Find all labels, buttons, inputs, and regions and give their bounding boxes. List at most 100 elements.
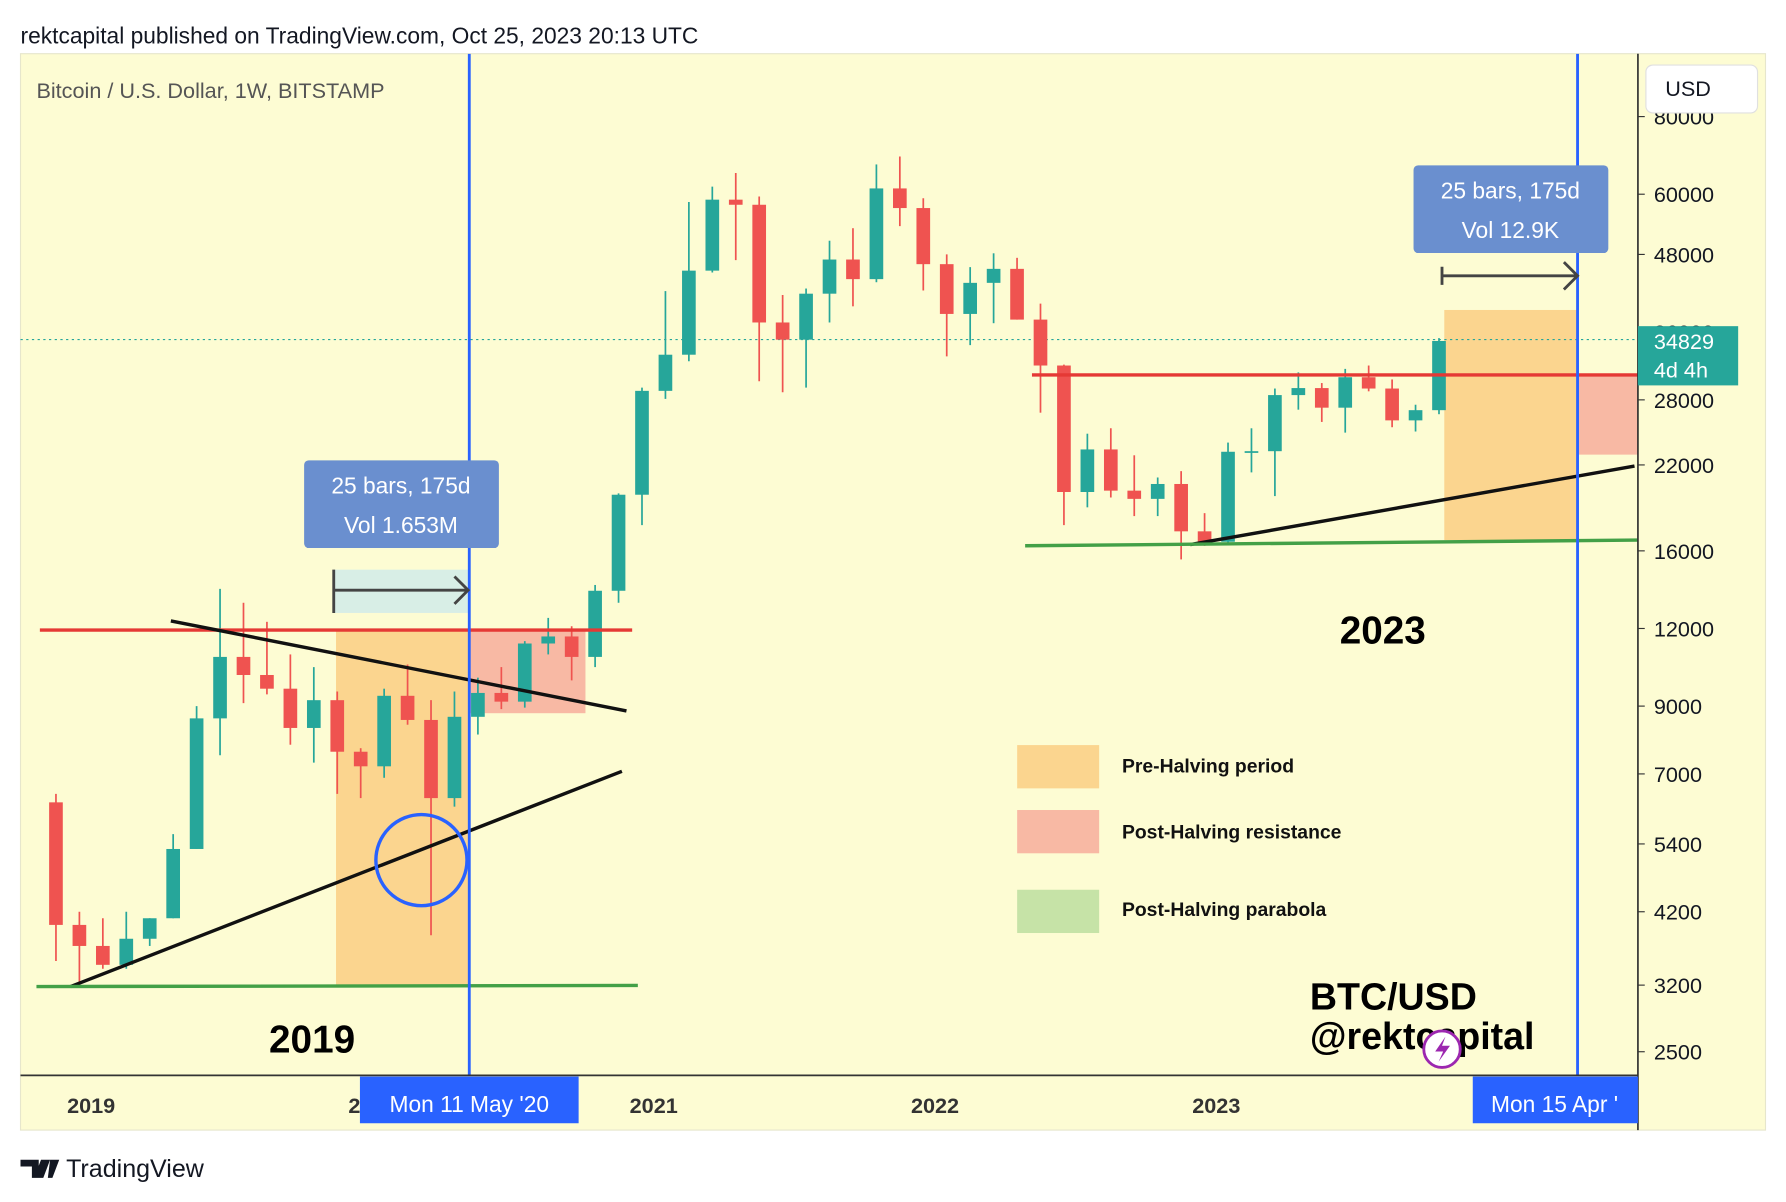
cycle-label: 2023 bbox=[1340, 610, 1426, 653]
candle-body bbox=[330, 700, 345, 752]
y-tick-label: 28000 bbox=[1654, 388, 1714, 413]
measure-arrow bbox=[1440, 261, 1580, 291]
price-tag-countdown: 4d 4h bbox=[1654, 357, 1708, 382]
support-line bbox=[36, 983, 638, 989]
candle-body bbox=[916, 208, 931, 265]
legend-label: Pre-Halving period bbox=[1122, 755, 1294, 777]
y-tick-label: 2500 bbox=[1654, 1040, 1702, 1065]
trend-line bbox=[69, 769, 623, 989]
chart-title: Bitcoin / U.S. Dollar, 1W, BITSTAMP bbox=[36, 78, 384, 103]
candle-body bbox=[96, 945, 110, 965]
candle-body bbox=[1057, 365, 1071, 492]
measure-bars: 25 bars, 175d bbox=[1441, 177, 1580, 203]
measure-box bbox=[304, 460, 499, 549]
candle-body bbox=[1314, 388, 1329, 408]
candle-body bbox=[471, 692, 485, 717]
candle-body bbox=[939, 264, 954, 314]
candle-body bbox=[166, 848, 181, 919]
y-tick-label: 48000 bbox=[1654, 242, 1714, 267]
candle-body bbox=[799, 293, 813, 340]
candle-body bbox=[447, 716, 462, 799]
y-tick-label: 4200 bbox=[1654, 900, 1702, 925]
candle-body bbox=[119, 938, 134, 965]
publisher: rektcapital published on TradingView.com… bbox=[21, 22, 699, 48]
resistance-zone bbox=[1577, 376, 1638, 455]
trend-line bbox=[1189, 464, 1635, 547]
candle-body bbox=[1080, 449, 1095, 492]
brand-logo bbox=[20, 1159, 60, 1178]
candle-body bbox=[682, 270, 696, 355]
date-label-box bbox=[359, 1076, 579, 1124]
watermark: BTC/USD bbox=[1310, 975, 1477, 1017]
alert-icon-bolt bbox=[1435, 1036, 1450, 1062]
y-tick-label: 3200 bbox=[1654, 973, 1702, 998]
cycle-label: 2019 bbox=[269, 1019, 355, 1062]
candle-body bbox=[377, 695, 391, 767]
candle-body bbox=[306, 700, 321, 728]
candle-body bbox=[142, 918, 157, 939]
candle-body bbox=[424, 719, 438, 799]
y-tick-label: 9000 bbox=[1654, 694, 1702, 719]
candle-body bbox=[1033, 319, 1048, 366]
candle-body bbox=[1197, 531, 1212, 542]
candle-body bbox=[658, 354, 673, 391]
legend-swatch bbox=[1017, 745, 1100, 789]
candle-body bbox=[189, 718, 204, 849]
candle-body bbox=[1361, 377, 1376, 389]
candle-body bbox=[283, 688, 298, 728]
candle-body bbox=[517, 643, 532, 702]
date-label: Mon 11 May '20 bbox=[389, 1091, 549, 1117]
legend-swatch bbox=[1017, 810, 1100, 854]
candle-body bbox=[611, 494, 626, 591]
candle-body bbox=[1385, 388, 1399, 421]
y-tick-label: 22000 bbox=[1654, 453, 1714, 478]
brand: TradingView bbox=[66, 1155, 205, 1183]
y-tick-label: 12000 bbox=[1654, 616, 1714, 641]
candle-body bbox=[822, 259, 837, 294]
candle-body bbox=[72, 924, 87, 946]
x-tick-label: 2021 bbox=[630, 1093, 678, 1118]
currency-label: USD bbox=[1665, 76, 1711, 101]
candle-body bbox=[635, 390, 649, 495]
pre-halving-zone bbox=[336, 630, 470, 986]
candle-body bbox=[1221, 451, 1235, 542]
candle-body bbox=[1244, 451, 1259, 453]
y-tick-label: 7000 bbox=[1654, 762, 1702, 787]
x-tick-label: 2022 bbox=[911, 1093, 959, 1118]
legend-swatch bbox=[1017, 889, 1100, 934]
candle-body bbox=[986, 268, 1001, 283]
candle-body bbox=[963, 282, 978, 314]
candle-body bbox=[260, 674, 274, 689]
annotations-over bbox=[36, 53, 1638, 1076]
measure-box bbox=[1413, 165, 1609, 254]
candle-body bbox=[1010, 268, 1024, 320]
candle-body bbox=[1150, 483, 1165, 499]
currency-button[interactable] bbox=[1645, 64, 1759, 114]
candle-body bbox=[564, 636, 579, 657]
candle-body bbox=[588, 590, 602, 657]
watermark: @rektcapital bbox=[1310, 1015, 1535, 1057]
candle-body bbox=[1103, 449, 1118, 491]
candle-body bbox=[1408, 410, 1423, 421]
candle-body bbox=[1338, 377, 1353, 408]
candle-body bbox=[541, 636, 556, 644]
x-tick-label: 2023 bbox=[1192, 1093, 1240, 1118]
candle-body bbox=[49, 802, 63, 925]
candle-body bbox=[1268, 395, 1282, 452]
trend-line bbox=[170, 619, 627, 713]
candle-body bbox=[213, 656, 227, 719]
measure-volume: Vol 1.653M bbox=[344, 512, 458, 538]
measure-bars: 25 bars, 175d bbox=[331, 472, 470, 498]
candle-body bbox=[846, 259, 860, 280]
x-tick-label: 2019 bbox=[67, 1093, 115, 1118]
candle-body bbox=[893, 188, 907, 209]
candle-body bbox=[1174, 483, 1188, 532]
y-tick-label: 60000 bbox=[1654, 182, 1714, 207]
candles bbox=[49, 156, 1446, 986]
date-label: Mon 15 Apr ' bbox=[1491, 1091, 1618, 1117]
measure-arrow bbox=[332, 569, 471, 613]
measure-volume: Vol 12.9K bbox=[1462, 217, 1559, 243]
candle-body bbox=[1127, 490, 1142, 499]
candle-body bbox=[869, 188, 884, 280]
